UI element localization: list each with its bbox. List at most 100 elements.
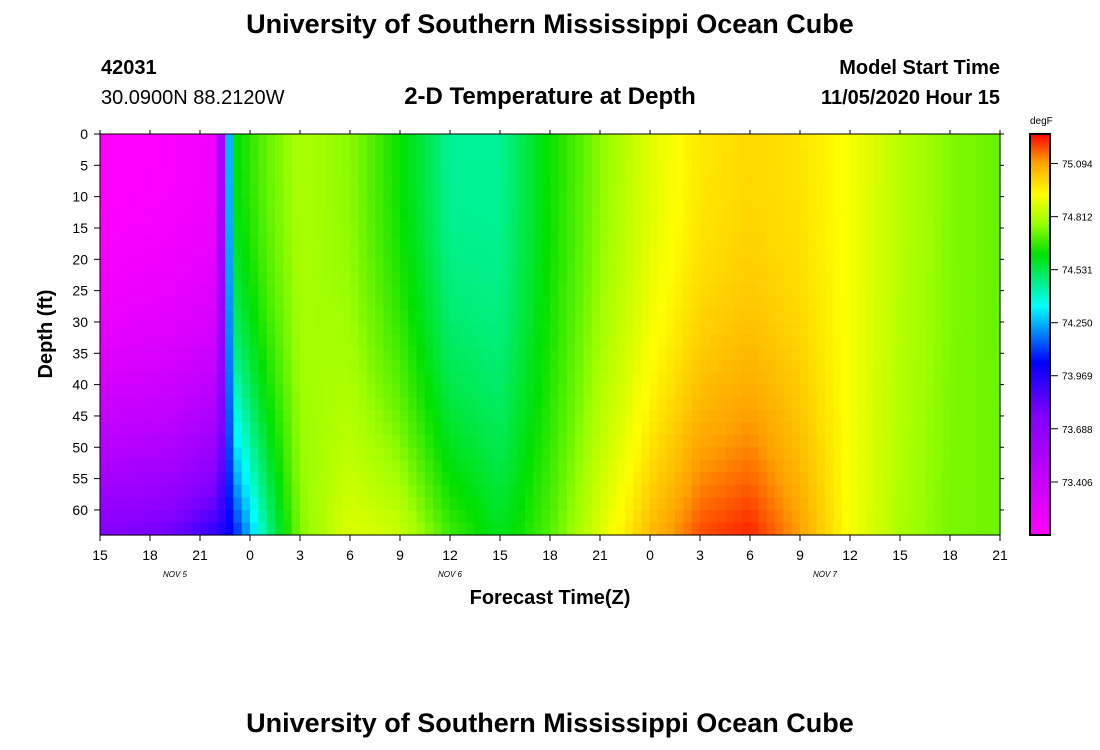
heatmap-cell [625, 246, 634, 260]
heatmap-cell [366, 209, 376, 223]
heatmap-cell [858, 309, 868, 323]
heatmap-cell [341, 221, 351, 235]
heatmap-cell [425, 472, 434, 486]
heatmap-cell [241, 334, 251, 348]
heatmap-cell [133, 359, 143, 373]
heatmap-cell [291, 209, 301, 223]
heatmap-cell [441, 221, 451, 235]
heatmap-cell [133, 422, 143, 436]
heatmap-cell [425, 296, 434, 311]
heatmap-cell [741, 159, 751, 173]
heatmap-cell [425, 422, 434, 436]
y-tick-label: 20 [72, 251, 88, 267]
heatmap-cell [825, 397, 834, 411]
heatmap-cell [883, 271, 893, 285]
heatmap-cell [308, 472, 318, 486]
heatmap-cell [750, 196, 759, 210]
heatmap-cell [925, 422, 934, 436]
heatmap-cell [241, 309, 251, 323]
heatmap-cell [425, 221, 434, 235]
heatmap-cell [216, 184, 226, 198]
heatmap-cell [558, 221, 568, 235]
heatmap-cell [275, 409, 284, 423]
heatmap-cell [441, 347, 451, 361]
heatmap-cell [950, 409, 959, 423]
heatmap-cell [216, 284, 226, 298]
heatmap-cell [825, 184, 834, 198]
heatmap-cell [858, 334, 868, 348]
heatmap-cell [508, 497, 518, 511]
heatmap-cell [175, 497, 184, 511]
heatmap-cell [491, 497, 501, 511]
heatmap-cell [258, 384, 268, 398]
heatmap-cell [341, 259, 351, 273]
heatmap-cell [633, 509, 643, 524]
heatmap-cell [841, 397, 851, 411]
heatmap-cell [958, 209, 968, 223]
heatmap-cell [708, 372, 718, 386]
heatmap-cell [325, 221, 334, 235]
heatmap-cell [583, 209, 593, 223]
heatmap-cell [308, 296, 318, 311]
heatmap-cell [850, 234, 859, 248]
heatmap-cell [791, 146, 801, 160]
heatmap-cell [116, 196, 126, 210]
heatmap-cell [200, 447, 209, 461]
heatmap-cell [791, 271, 801, 285]
heatmap-cell [750, 334, 759, 348]
heatmap-cell [200, 397, 209, 411]
heatmap-cell [941, 209, 951, 223]
heatmap-cell [325, 246, 334, 260]
heatmap-cell [608, 359, 618, 373]
heatmap-cell [900, 422, 909, 436]
heatmap-cell [925, 296, 934, 311]
heatmap-cell [950, 422, 959, 436]
heatmap-cell [425, 171, 434, 185]
heatmap-cell [400, 134, 409, 148]
heatmap-cell [575, 259, 584, 273]
heatmap-cell [708, 497, 718, 511]
heatmap-cell [375, 397, 384, 411]
heatmap-cell [683, 159, 693, 173]
heatmap-cell [816, 497, 826, 511]
heatmap-cell [358, 171, 368, 185]
heatmap-cell [616, 221, 626, 235]
heatmap-cell [100, 171, 109, 185]
heatmap-cell [533, 296, 543, 311]
heatmap-cell [108, 284, 118, 298]
heatmap-cell [441, 209, 451, 223]
heatmap-cell [800, 472, 809, 486]
heatmap-cell [625, 259, 634, 273]
heatmap-cell [108, 321, 118, 336]
heatmap-cell [741, 134, 751, 148]
heatmap-cell [325, 271, 334, 285]
heatmap-cell [258, 434, 268, 448]
heatmap-cell [416, 284, 426, 298]
heatmap-cell [266, 209, 276, 223]
heatmap-cell [458, 334, 468, 348]
heatmap-cell [400, 434, 409, 448]
heatmap-cell [258, 522, 268, 536]
heatmap-cell [850, 497, 859, 511]
heatmap-cell [133, 484, 143, 499]
heatmap-cell [791, 359, 801, 373]
heatmap-cell [650, 372, 659, 386]
heatmap-cell [458, 522, 468, 536]
heatmap-cell [491, 259, 501, 273]
heatmap-cell [300, 484, 309, 499]
heatmap-cell [150, 334, 159, 348]
heatmap-cell [291, 434, 301, 448]
heatmap-cell [883, 309, 893, 323]
heatmap-cell [333, 497, 343, 511]
heatmap-cell [908, 209, 918, 223]
heatmap-cell [183, 134, 193, 148]
heatmap-cell [475, 159, 484, 173]
heatmap-cell [533, 509, 543, 524]
heatmap-cell [400, 522, 409, 536]
heatmap-cell [458, 509, 468, 524]
heatmap-cell [616, 472, 626, 486]
heatmap-cell [600, 284, 609, 298]
heatmap-cell [250, 522, 259, 536]
heatmap-cell [175, 221, 184, 235]
heatmap-cell [683, 334, 693, 348]
